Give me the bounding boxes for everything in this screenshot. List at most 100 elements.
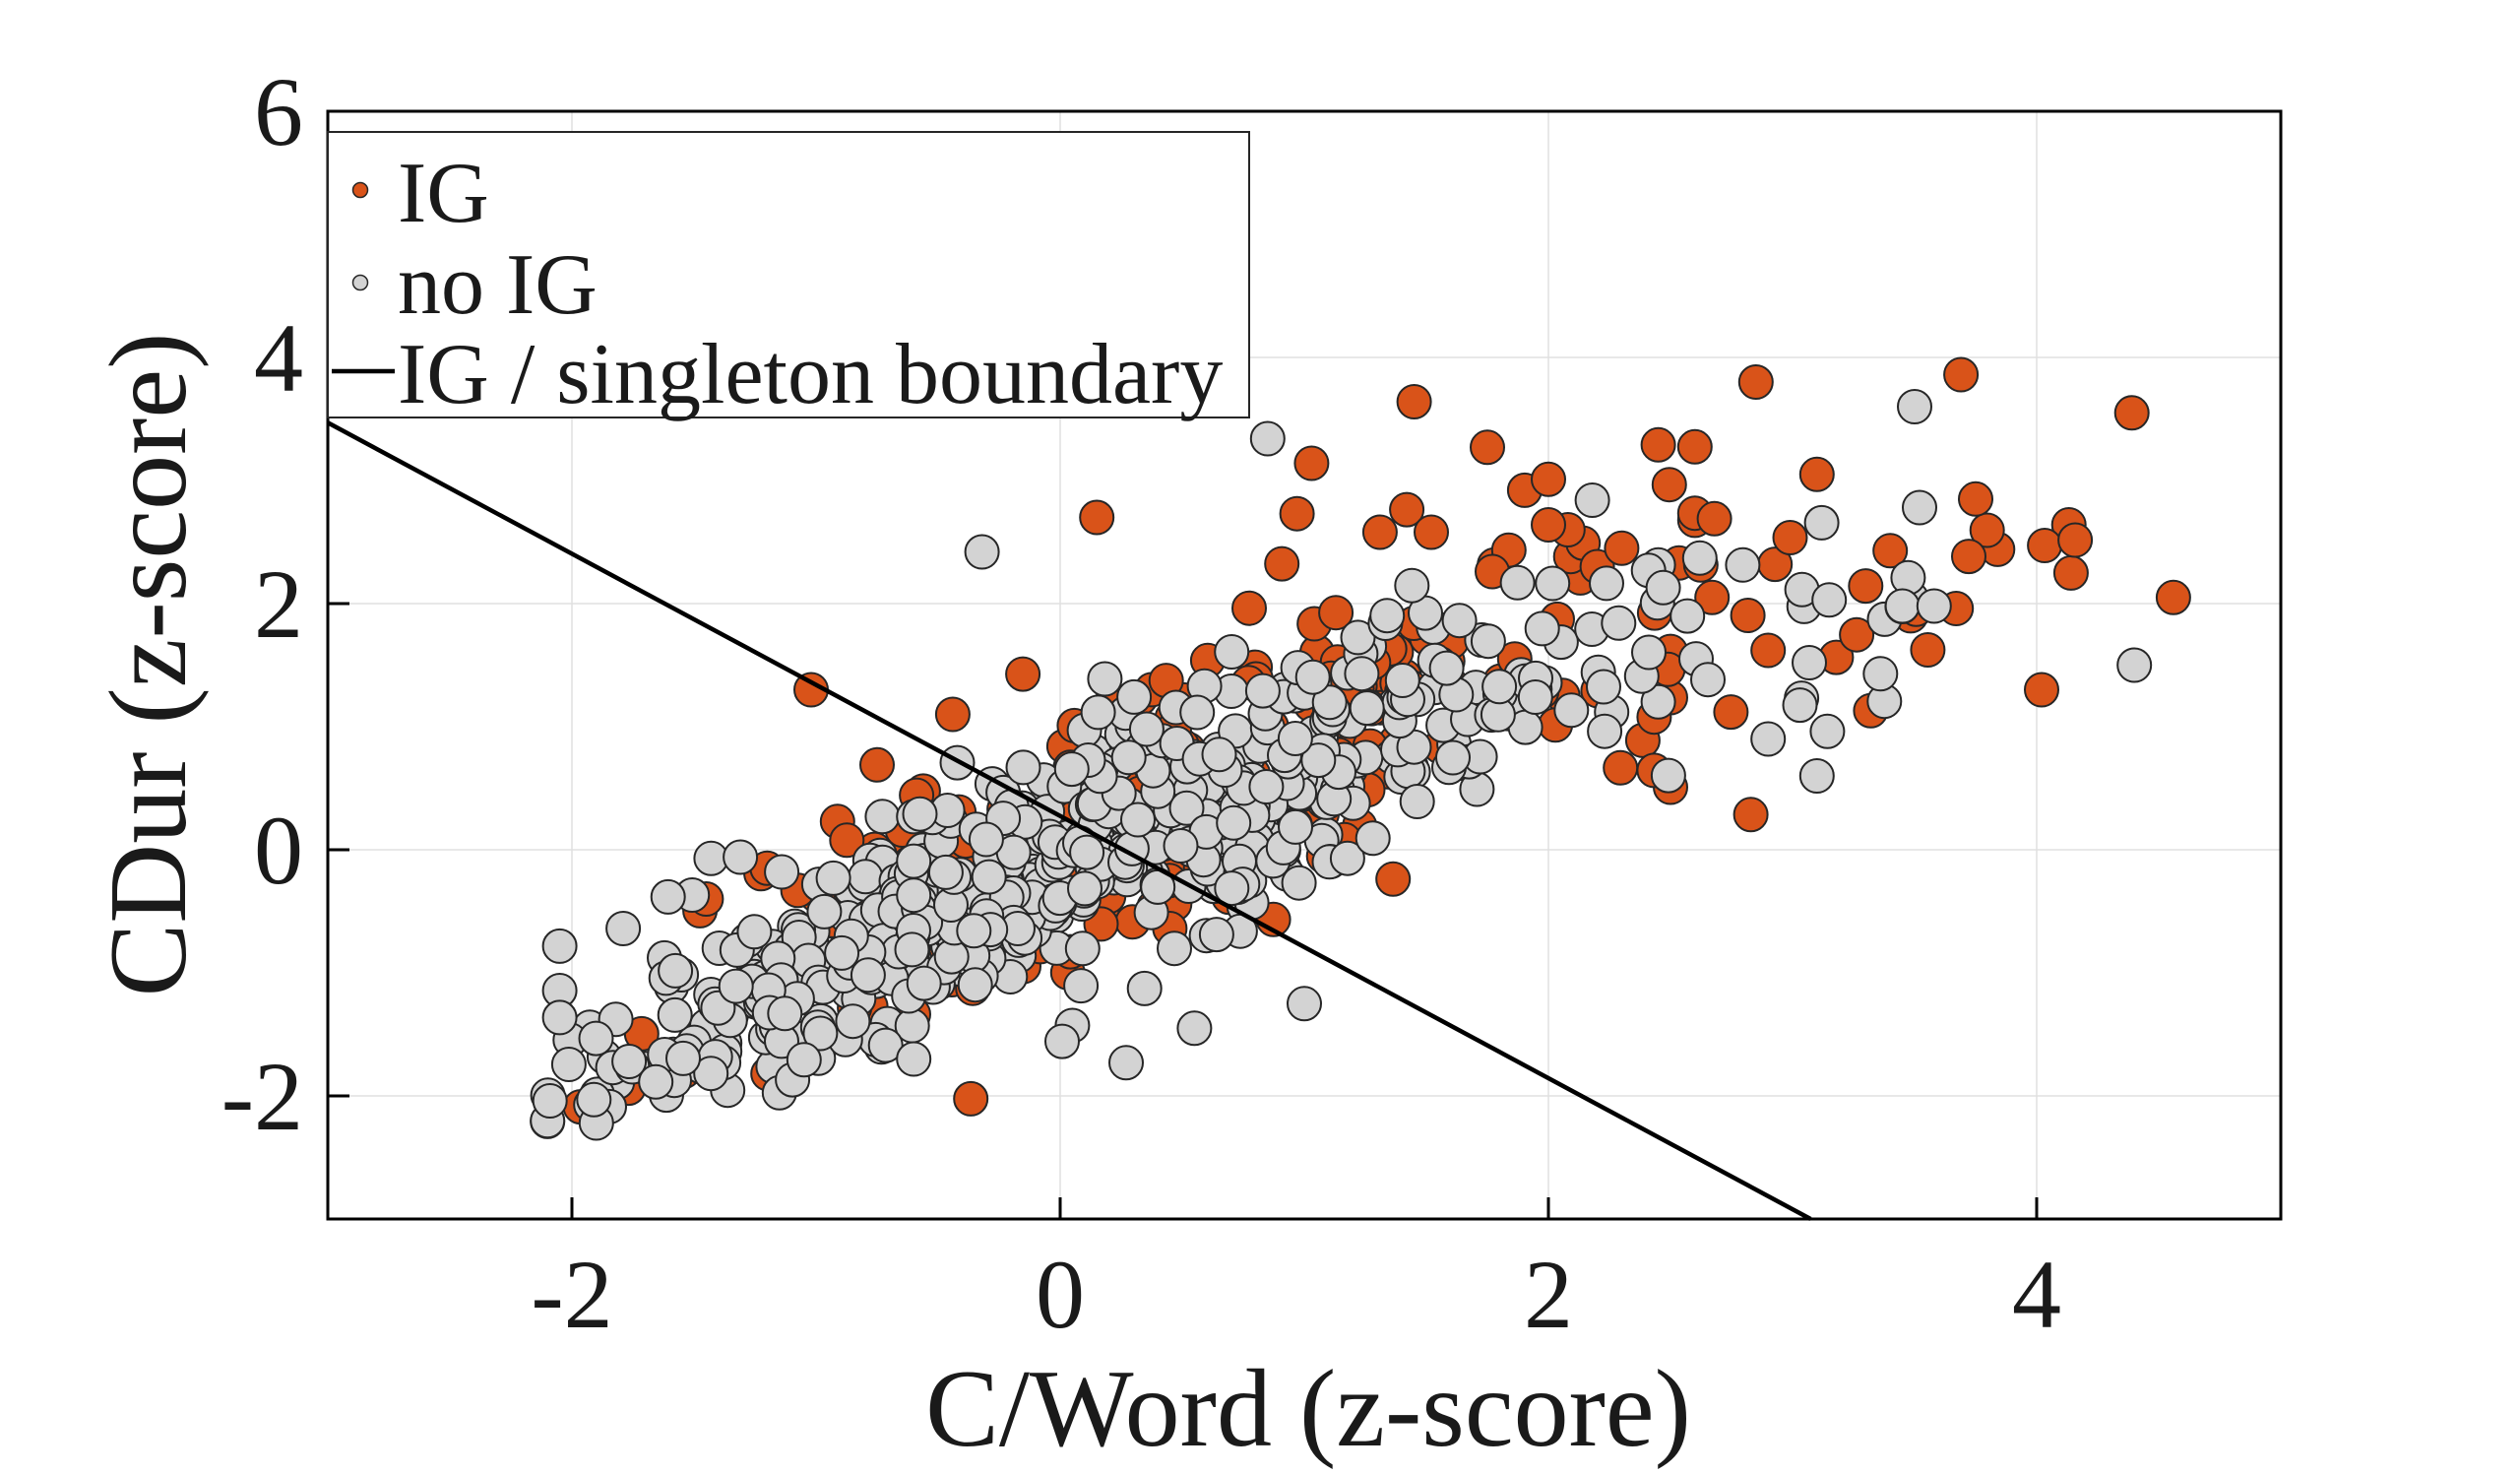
scatter-point-no-ig bbox=[764, 854, 800, 890]
scatter-point-no-ig bbox=[968, 821, 1004, 858]
scatter-point-no-ig bbox=[1168, 790, 1205, 826]
boundary-line bbox=[326, 420, 1812, 1221]
scatter-point-no-ig bbox=[1281, 865, 1317, 901]
scatter-point-no-ig bbox=[1586, 669, 1621, 705]
scatter-point-ig bbox=[1730, 598, 1766, 633]
scatter-point-no-ig bbox=[1897, 389, 1932, 424]
scatter-point-no-ig bbox=[1394, 567, 1430, 604]
scatter-point-no-ig bbox=[1725, 546, 1761, 583]
y-tick-label: 4 bbox=[254, 303, 303, 413]
scatter-point-no-ig bbox=[1862, 656, 1899, 692]
scatter-point-ig bbox=[934, 696, 971, 733]
scatter-point-no-ig bbox=[1645, 569, 1681, 606]
scatter-point-ig bbox=[2155, 579, 2191, 615]
scatter-points bbox=[530, 356, 2191, 1141]
scatter-point-ig bbox=[1470, 429, 1505, 466]
scatter-point-ig bbox=[1943, 356, 1980, 393]
scatter-point-ig bbox=[1361, 514, 1398, 550]
scatter-point-ig bbox=[1640, 426, 1676, 463]
scatter-point-ig bbox=[1396, 384, 1432, 419]
scatter-point-no-ig bbox=[650, 878, 686, 915]
scatter-point-no-ig bbox=[1248, 769, 1285, 804]
axes-box bbox=[326, 109, 2283, 1221]
scatter-point-no-ig bbox=[1080, 694, 1116, 731]
scatter-point-ig bbox=[953, 1080, 989, 1117]
scatter-point-no-ig bbox=[896, 843, 932, 879]
scatter-point-no-ig bbox=[541, 928, 578, 964]
scatter-point-no-ig bbox=[1441, 603, 1478, 639]
scatter-point-ig bbox=[1079, 499, 1115, 536]
scatter-point-ig bbox=[1603, 749, 1639, 786]
scatter-point-no-ig bbox=[802, 1015, 839, 1052]
scatter-point-ig bbox=[1872, 533, 1909, 569]
y-tick-labels: -2 0 2 4 6 bbox=[221, 57, 303, 1151]
scatter-point-no-ig bbox=[1067, 870, 1102, 907]
scatter-point-ig bbox=[2057, 522, 2094, 558]
scatter-point-ig bbox=[1389, 491, 1425, 528]
scatter-point-no-ig bbox=[1811, 582, 1848, 618]
scatter-point-no-ig bbox=[1798, 758, 1835, 794]
scatter-point-no-ig bbox=[1069, 834, 1105, 870]
scatter-point-no-ig bbox=[1179, 694, 1216, 731]
scatter-point-no-ig bbox=[906, 965, 942, 1001]
scatter-point-no-ig bbox=[1681, 540, 1718, 576]
scatter-point-ig bbox=[1839, 616, 1875, 653]
scatter-point-no-ig bbox=[1249, 420, 1286, 457]
legend: IG no IG IG / singleton boundary bbox=[327, 131, 1250, 422]
scatter-point-no-ig bbox=[867, 1027, 904, 1063]
scatter-point-ig bbox=[1750, 632, 1787, 669]
scatter-point-no-ig bbox=[1176, 1010, 1213, 1047]
x-axis-label: C/Word (z-score) bbox=[925, 1348, 1691, 1470]
scatter-point-no-ig bbox=[1916, 588, 1952, 624]
scatter-point-no-ig bbox=[1116, 678, 1153, 715]
scatter-point-ig bbox=[1676, 428, 1713, 465]
scatter-point-no-ig bbox=[1589, 565, 1624, 602]
scatter-point-no-ig bbox=[1354, 820, 1391, 857]
scatter-point-no-ig bbox=[736, 914, 773, 950]
scatter-point-ig bbox=[1293, 445, 1330, 481]
scatter-point-no-ig bbox=[1782, 687, 1818, 724]
scatter-point-no-ig bbox=[1587, 713, 1623, 749]
scatter-point-no-ig bbox=[1163, 828, 1199, 864]
scatter-point-no-ig bbox=[2116, 647, 2153, 683]
y-tick-label: 6 bbox=[254, 57, 303, 166]
scatter-point-no-ig bbox=[957, 967, 993, 1003]
scatter-point-ig bbox=[1969, 512, 2005, 548]
scatter-point-ig bbox=[1951, 539, 1986, 575]
scatter-point-ig bbox=[859, 746, 895, 783]
legend-label-no-ig: no IG bbox=[398, 237, 598, 333]
scatter-point-no-ig bbox=[532, 1083, 568, 1119]
scatter-point-no-ig bbox=[1481, 669, 1518, 705]
scatter-point-no-ig bbox=[767, 995, 803, 1032]
scatter-point-no-ig bbox=[1902, 489, 1937, 526]
scatter-point-ig bbox=[1910, 632, 1946, 668]
scatter-point-no-ig bbox=[1750, 721, 1787, 757]
scatter-point-ig bbox=[2024, 672, 2059, 708]
scatter-point-no-ig bbox=[1640, 683, 1676, 720]
scatter-point-no-ig bbox=[1601, 605, 1637, 641]
scatter-point-no-ig bbox=[1344, 656, 1380, 692]
scatter-point-no-ig bbox=[1214, 634, 1250, 670]
scatter-point-no-ig bbox=[1399, 784, 1435, 819]
scatter-point-no-ig bbox=[578, 1020, 614, 1057]
scatter-point-no-ig bbox=[1884, 588, 1921, 624]
scatter-point-ig bbox=[1798, 456, 1835, 492]
scatter-point-no-ig bbox=[902, 796, 938, 832]
scatter-point-no-ig bbox=[896, 1041, 932, 1077]
scatter-point-no-ig bbox=[815, 860, 851, 896]
scatter-point-ig bbox=[1737, 364, 1774, 400]
legend-label-boundary: IG / singleton boundary bbox=[398, 327, 1223, 422]
scatter-point-no-ig bbox=[1064, 930, 1101, 967]
scatter-point-no-ig bbox=[1198, 917, 1234, 953]
scatter-point-ig bbox=[1713, 694, 1749, 731]
scatter-point-no-ig bbox=[1574, 482, 1610, 518]
scatter-point-no-ig bbox=[541, 999, 578, 1036]
x-tick-label: -2 bbox=[531, 1240, 612, 1349]
scatter-point-no-ig bbox=[1470, 623, 1506, 660]
scatter-point-no-ig bbox=[1294, 659, 1331, 695]
scatter-point-ig bbox=[1732, 797, 1769, 833]
scatter-point-ig bbox=[1279, 495, 1315, 532]
scatter-point-no-ig bbox=[1809, 713, 1846, 749]
scatter-point-no-ig bbox=[550, 1047, 587, 1082]
